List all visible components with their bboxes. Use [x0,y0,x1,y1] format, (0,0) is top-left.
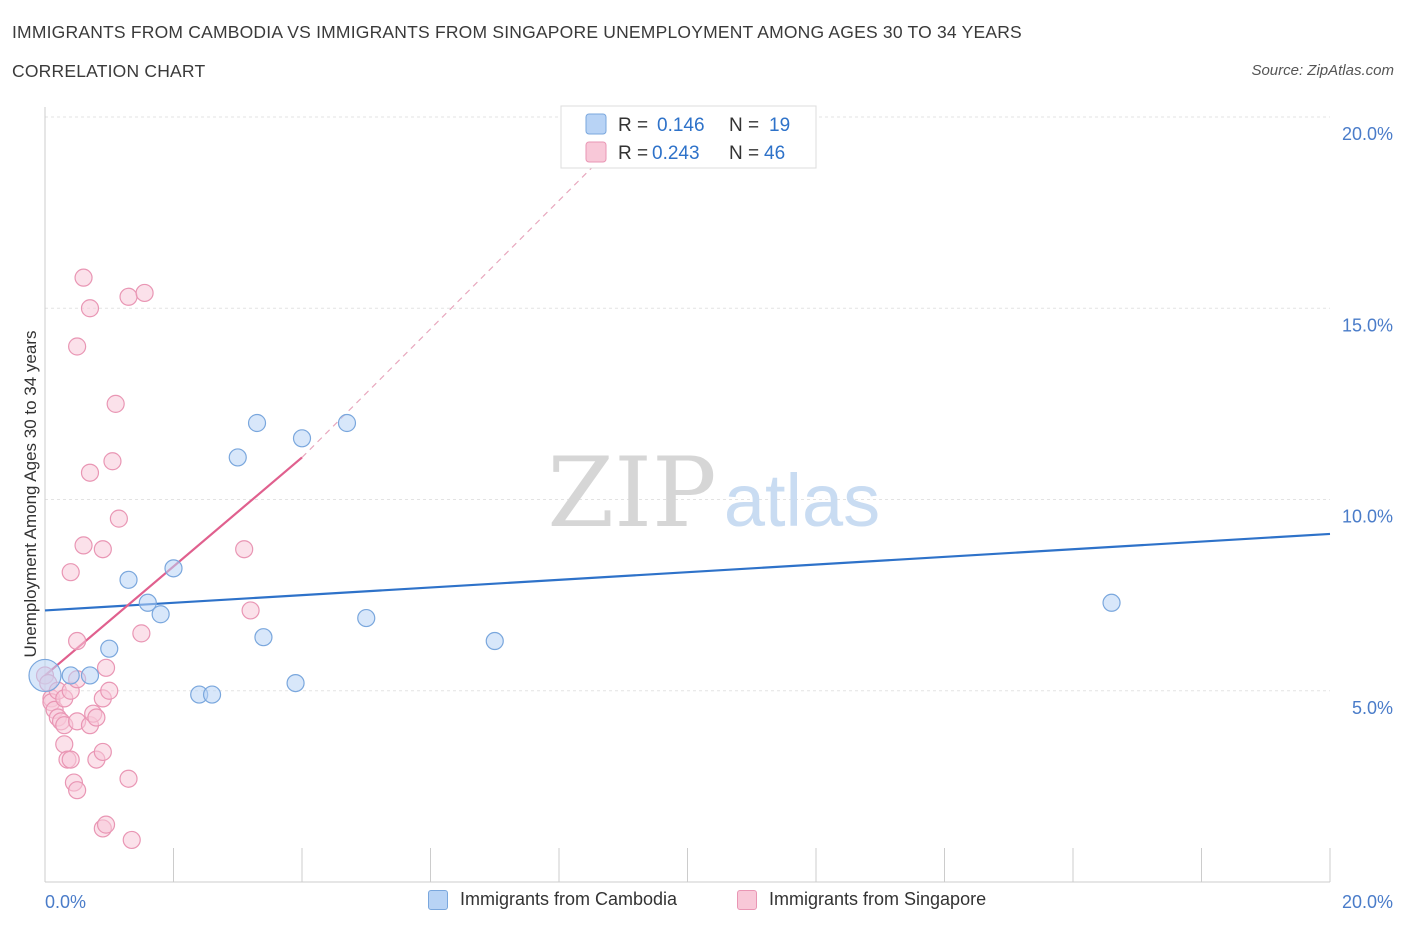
legend-swatch-singapore [737,889,757,910]
point-singapore-17 [68,337,87,356]
x-tick-label-20: 20.0% [1342,892,1393,912]
legend-top-r-value-1: 0.146 [657,115,705,136]
source-label: Source: ZipAtlas.com [1251,62,1394,79]
point-cambodia-18 [1102,593,1121,612]
point-cambodia-14 [292,429,312,448]
point-singapore-40 [119,287,138,306]
point-singapore-39 [119,769,138,788]
point-cambodia-13 [286,673,305,693]
point-cambodia-12 [254,628,273,647]
point-singapore-38 [109,509,128,528]
point-singapore-37 [106,394,125,413]
point-singapore-29 [93,540,112,559]
point-singapore-43 [135,283,154,303]
point-cambodia-6 [151,605,170,624]
point-singapore-44 [235,540,254,559]
legend-bottom: Immigrants from Cambodia Immigrants from… [0,889,1406,915]
chart-subtitle: CORRELATION CHART [12,61,206,81]
axes [44,107,1331,883]
watermark-zip: ZIP [547,437,716,549]
legend-top-r-value-2: 0.243 [652,143,700,164]
point-cambodia-16 [357,608,376,628]
point-cambodia-0 [28,658,62,693]
point-singapore-19 [68,781,87,800]
series-cambodia-points [28,413,1121,704]
x-tick-label-0: 0.0% [45,892,86,912]
legend-label-singapore: Immigrants from Singapore [769,889,987,909]
gridlines [45,116,1330,692]
trend-line-singapore-extension [301,116,643,458]
point-singapore-28 [87,708,106,727]
y-tick-label-5: 5.0% [1352,698,1393,718]
legend-top-swatch-pink [585,141,607,163]
point-singapore-45 [241,601,260,620]
point-singapore-16 [68,631,87,651]
legend-top-n-value-2: 46 [764,143,785,164]
point-cambodia-10 [228,448,247,467]
point-singapore-22 [74,268,93,287]
point-singapore-36 [103,452,122,471]
point-singapore-21 [74,536,93,555]
tick-labels: 5.0% 10.0% 15.0% 20.0% 0.0% 20.0% [45,124,1393,912]
point-singapore-33 [93,742,112,762]
y-tick-label-10: 10.0% [1342,507,1393,527]
point-singapore-25 [80,463,100,482]
point-singapore-13 [61,750,80,769]
legend-label-cambodia: Immigrants from Cambodia [460,889,678,909]
point-singapore-24 [80,299,100,318]
point-singapore-10 [55,735,74,754]
point-cambodia-4 [119,570,138,589]
legend-swatch-cambodia [428,889,448,910]
point-singapore-41 [122,830,141,850]
legend-top-n-label-1: N = [729,115,759,136]
y-tick-label-20: 20.0% [1342,124,1393,144]
point-cambodia-1 [61,666,80,685]
point-singapore-42 [132,624,151,643]
point-cambodia-3 [100,639,119,658]
point-cambodia-9 [202,685,222,704]
legend-top-swatch-blue [585,113,607,135]
y-tick-label-15: 15.0% [1342,315,1393,335]
legend-item-singapore: Immigrants from Singapore [737,889,986,910]
legend-top-n-value-1: 19 [769,115,790,136]
legend-top: R = 0.146 N = 19 R = 0.243 N = 46 [560,105,817,169]
point-cambodia-5 [138,593,157,612]
point-cambodia-15 [337,413,357,433]
point-singapore-14 [61,563,80,582]
point-cambodia-17 [485,631,504,651]
legend-item-cambodia: Immigrants from Cambodia [428,889,677,910]
chart-title: IMMIGRANTS FROM CAMBODIA VS IMMIGRANTS F… [12,22,1022,42]
point-cambodia-11 [247,413,267,433]
watermark: ZIP atlas [547,437,880,549]
point-singapore-32 [96,815,116,834]
point-cambodia-7 [164,559,183,578]
trend-lines [44,116,1331,677]
series-singapore-points [35,268,260,850]
legend-top-r-label-1: R = [618,115,648,136]
point-singapore-35 [100,681,119,700]
trend-line-cambodia [44,532,1331,612]
watermark-atlas: atlas [724,459,880,542]
legend-top-n-label-2: N = [729,143,759,164]
legend-top-r-label-2: R = [618,143,648,164]
point-singapore-34 [96,658,116,677]
point-cambodia-2 [80,666,100,685]
